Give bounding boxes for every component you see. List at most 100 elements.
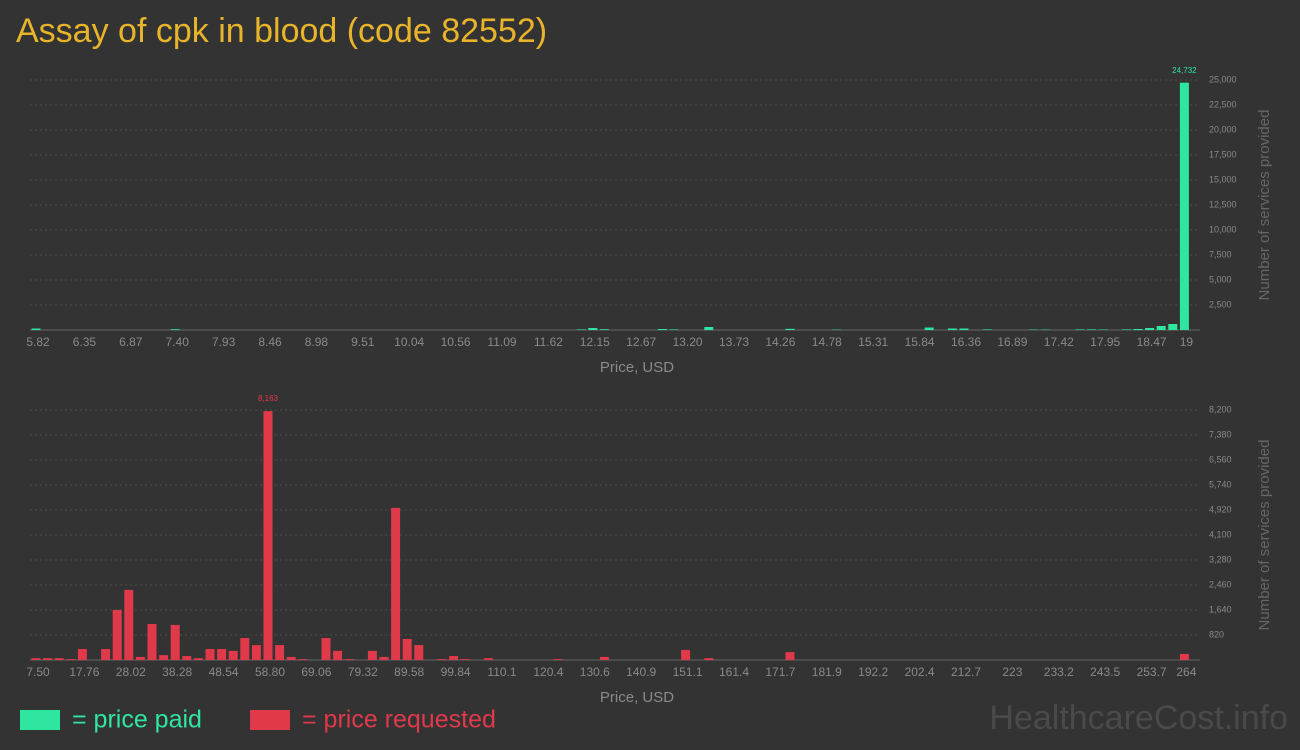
bar	[170, 329, 180, 330]
y-tick-label: 8,200	[1209, 404, 1232, 414]
bar	[576, 329, 586, 330]
bar	[1156, 326, 1166, 330]
x-tick-label: 13.73	[719, 335, 749, 349]
watermark: HealthcareCost.info	[989, 699, 1288, 737]
x-tick-label: 151.1	[673, 665, 703, 679]
x-tick-label: 12.15	[580, 335, 610, 349]
legend-swatch	[20, 710, 60, 730]
bar	[205, 649, 215, 660]
bar	[170, 624, 180, 660]
x-tick-label: 89.58	[394, 665, 424, 679]
bar	[147, 624, 157, 660]
y-tick-label: 2,460	[1209, 579, 1232, 589]
bar	[704, 658, 714, 660]
bar	[982, 329, 992, 330]
bar	[43, 658, 53, 660]
legend-swatch	[250, 710, 290, 730]
bar	[112, 610, 122, 660]
bar	[228, 650, 238, 660]
bar	[449, 656, 459, 660]
x-tick-label: 11.09	[487, 335, 516, 349]
x-tick-label: 48.54	[209, 665, 239, 679]
bar	[437, 659, 447, 660]
x-tick-label: 12.67	[626, 335, 656, 349]
x-axis-label: Price, USD	[600, 359, 674, 376]
bar	[333, 650, 343, 660]
bar	[101, 649, 111, 660]
y-tick-label: 6,560	[1209, 454, 1232, 464]
x-tick-label: 7.93	[212, 335, 236, 349]
bar	[31, 658, 41, 660]
bar	[66, 659, 76, 660]
x-tick-label: 6.87	[119, 335, 143, 349]
bar	[182, 656, 192, 660]
x-tick-label: 9.51	[351, 335, 375, 349]
bar	[599, 329, 609, 330]
x-tick-label: 264	[1176, 665, 1196, 679]
x-tick-label: 7.50	[26, 665, 50, 679]
y-tick-label: 5,000	[1209, 274, 1232, 284]
y-tick-label: 1,640	[1209, 604, 1232, 614]
x-tick-label: 223	[1002, 665, 1022, 679]
x-tick-label: 8.46	[258, 335, 282, 349]
x-tick-label: 243.5	[1090, 665, 1120, 679]
bar	[553, 659, 563, 660]
bar	[217, 649, 227, 660]
x-tick-label: 17.76	[69, 665, 99, 679]
bar	[135, 656, 145, 660]
x-tick-label: 38.28	[162, 665, 192, 679]
bar	[785, 652, 795, 660]
bar	[54, 658, 64, 660]
y-tick-label: 2,500	[1209, 299, 1232, 309]
bar	[414, 645, 424, 660]
x-tick-label: 69.06	[301, 665, 331, 679]
x-tick-label: 16.36	[951, 335, 981, 349]
value-label: 8,163	[258, 394, 279, 403]
bar	[298, 659, 308, 660]
x-tick-label: 130.6	[580, 665, 610, 679]
x-tick-label: 99.84	[441, 665, 471, 679]
bar	[321, 638, 331, 660]
x-tick-label: 233.2	[1044, 665, 1074, 679]
bar	[959, 328, 969, 330]
bar	[402, 638, 412, 660]
legend-label: = price requested	[302, 706, 496, 734]
x-tick-label: 140.9	[626, 665, 656, 679]
x-tick-label: 19	[1180, 335, 1194, 349]
x-tick-label: 6.35	[73, 335, 97, 349]
x-tick-label: 212.7	[951, 665, 981, 679]
y-tick-label: 15,000	[1209, 174, 1237, 184]
bar	[483, 658, 493, 660]
chart-title: Assay of cpk in blood (code 82552)	[16, 12, 547, 50]
x-tick-label: 253.7	[1137, 665, 1167, 679]
bar	[263, 411, 273, 660]
y-tick-label: 5,740	[1209, 479, 1232, 489]
bar	[193, 658, 203, 660]
x-tick-label: 10.04	[394, 335, 424, 349]
x-tick-label: 181.9	[812, 665, 842, 679]
y-tick-label: 7,500	[1209, 249, 1232, 259]
bar	[251, 645, 261, 660]
y-tick-label: 25,000	[1209, 74, 1237, 84]
bar	[947, 328, 957, 330]
x-tick-label: 5.82	[26, 335, 50, 349]
x-tick-label: 7.40	[166, 335, 190, 349]
y-tick-label: 12,500	[1209, 199, 1237, 209]
x-tick-label: 8.98	[305, 335, 329, 349]
bar	[1121, 329, 1131, 330]
x-tick-label: 11.62	[534, 335, 563, 349]
bar	[924, 327, 934, 330]
bar	[124, 589, 134, 660]
bar	[31, 328, 41, 330]
value-label: 24,732	[1172, 66, 1197, 75]
x-tick-label: 58.80	[255, 665, 285, 679]
bar	[344, 659, 354, 660]
bar	[1168, 324, 1178, 330]
bar	[785, 328, 795, 330]
bar	[657, 329, 667, 330]
x-tick-label: 17.95	[1090, 335, 1120, 349]
bar	[460, 659, 470, 660]
bar	[1098, 329, 1108, 330]
bar	[1179, 653, 1189, 660]
